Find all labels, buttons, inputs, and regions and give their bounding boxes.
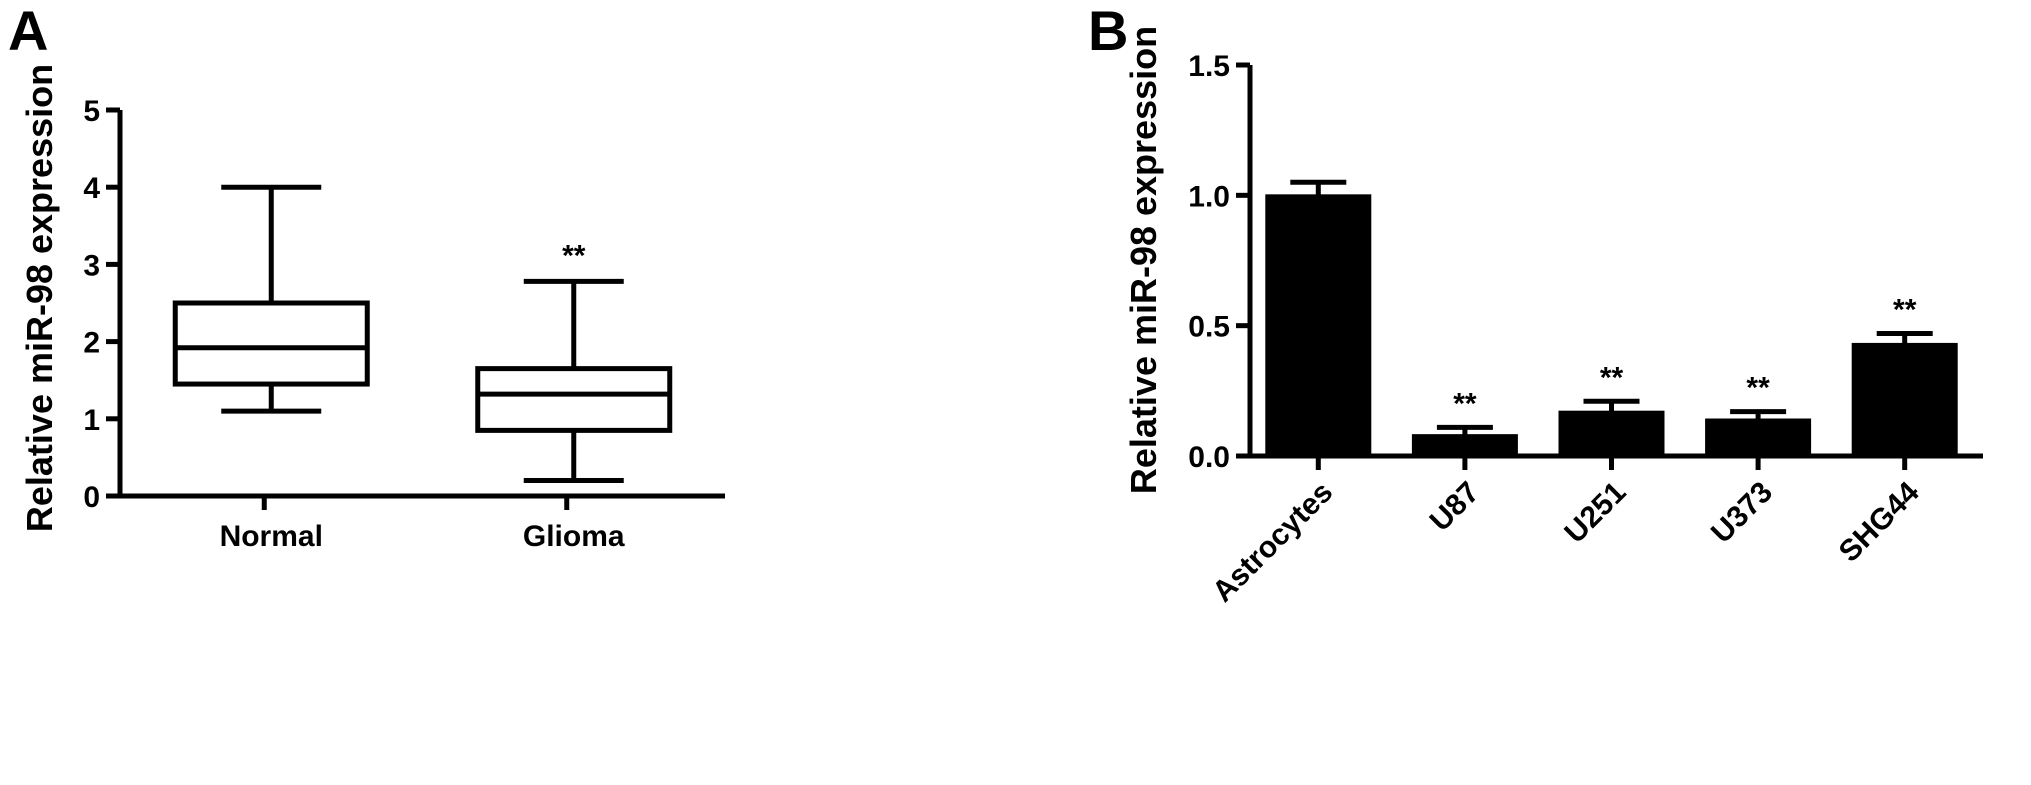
panel-a-y-tick-label: 2	[83, 327, 100, 360]
panel-a-y-tick-label: 0	[83, 481, 100, 514]
box-normal	[172, 184, 370, 414]
bar	[1558, 410, 1665, 458]
panel-a-y-tick-label: 1	[83, 404, 100, 437]
bar-group-u251: **	[1558, 361, 1665, 458]
panel-a-axes: 0 1 2 3 4 5 Normal Glioma	[83, 95, 725, 553]
panel-b-bars: ** ** ** **	[1265, 179, 1958, 458]
significance-label: **	[1453, 387, 1477, 420]
iqr-box	[172, 300, 370, 387]
bar-group-u373: **	[1705, 372, 1812, 457]
box-glioma: **	[475, 239, 673, 484]
panel-b-y-tick-label: 0.0	[1188, 441, 1230, 474]
panel-a-x-tick-label: Normal	[220, 520, 323, 553]
bar-group-u87: **	[1411, 387, 1518, 457]
significance-label: **	[1893, 293, 1917, 326]
panel-a-y-tick-label: 4	[83, 172, 100, 205]
bar	[1851, 342, 1958, 457]
bar	[1411, 434, 1518, 457]
significance-label: **	[562, 239, 586, 272]
significance-label: **	[1746, 372, 1770, 405]
panel-b-letter: B	[1088, 0, 1128, 62]
panel-b-x-tick-label: U251	[1558, 476, 1632, 550]
panel-a-y-tick-label: 5	[83, 95, 100, 128]
panel-b-y-axis-label: Relative miR-98 expression	[1123, 26, 1164, 494]
panel-a-boxes: **	[172, 184, 673, 484]
significance-label: **	[1600, 361, 1624, 394]
panel-b-y-tick-label: 0.5	[1188, 311, 1230, 344]
panel-b-x-tick-label: U87	[1424, 476, 1486, 538]
bar-group-astrocytes	[1265, 179, 1372, 457]
panel-a-y-tick-label: 3	[83, 249, 100, 282]
panel-b-y-tick-label: 1.0	[1188, 180, 1230, 213]
panel-a-y-axis-label: Relative miR-98 expression	[19, 64, 60, 532]
panel-a: A Relative miR-98 expression 0 1 2 3 4 5 Norma…	[8, 0, 725, 553]
panel-b: B Relative miR-98 expression 0.0 0.5 1.0 1.…	[1088, 0, 1983, 609]
iqr-box	[475, 366, 673, 433]
bar	[1705, 418, 1812, 457]
bar-group-shg44: **	[1851, 293, 1958, 457]
panel-b-x-tick-label: U373	[1705, 476, 1779, 550]
panel-b-x-tick-label: SHG44	[1833, 475, 1926, 568]
panel-a-x-tick-label: Glioma	[523, 520, 625, 553]
bar	[1265, 194, 1372, 457]
panel-a-letter: A	[8, 0, 48, 62]
panel-b-x-tick-label: Astrocytes	[1206, 476, 1339, 609]
panel-b-y-tick-label: 1.5	[1188, 50, 1230, 83]
